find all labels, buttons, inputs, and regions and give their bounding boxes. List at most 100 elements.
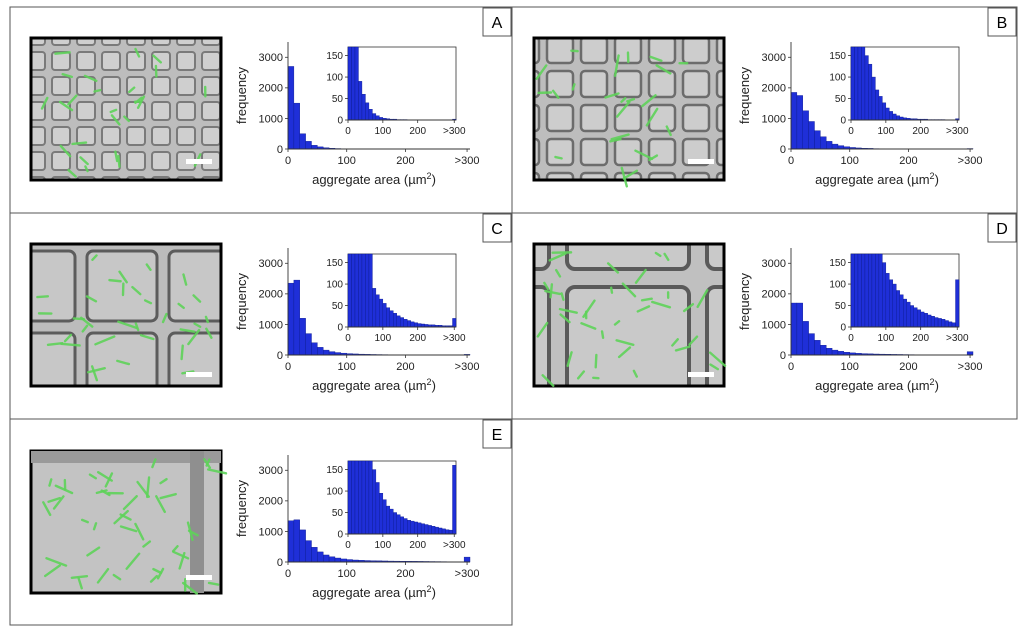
- inset-histogram-y-tick-label: 50: [332, 301, 344, 312]
- main-histogram-bar: [299, 529, 306, 563]
- cell-aggregate: [67, 168, 77, 178]
- cell-aggregate: [86, 367, 106, 374]
- micrograph-e: [29, 449, 228, 595]
- main-histogram-y-tick-label: 2000: [762, 83, 786, 95]
- main-histogram-y-tick-label: 1000: [259, 526, 283, 538]
- cell-aggregate: [48, 478, 53, 487]
- micrograph-d: [532, 242, 727, 388]
- svg-text:D: D: [996, 221, 1008, 238]
- cell-aggregate: [580, 322, 597, 330]
- main-histogram-bar: [323, 554, 330, 563]
- inset-histogram-bar: [368, 460, 373, 535]
- cell-aggregate: [79, 156, 89, 166]
- inset-histogram-bar: [937, 318, 942, 328]
- inset-histogram-bar: [882, 262, 887, 328]
- cell-aggregate: [44, 564, 61, 578]
- cell-aggregate: [620, 97, 627, 104]
- main-histogram-bar: [317, 551, 324, 563]
- inset-histogram-x-tick-label: 0: [848, 126, 854, 137]
- cell-aggregate: [40, 96, 49, 110]
- main-histogram-bar: [802, 110, 809, 150]
- y-axis-title: frequency: [737, 66, 752, 124]
- cell-aggregate: [134, 47, 141, 58]
- cell-aggregate: [116, 359, 131, 366]
- main-histogram-bar: [820, 345, 827, 356]
- main-histogram-bar: [305, 333, 312, 356]
- cell-aggregate: [636, 305, 651, 313]
- cell-aggregate: [205, 327, 213, 339]
- cell-aggregate: [179, 328, 196, 333]
- inset-histogram-bar: [372, 113, 377, 121]
- cell-aggregate: [161, 312, 168, 324]
- x-axis-title-sup: 2: [930, 377, 935, 387]
- inset-histogram-x-tick-label: >300: [443, 540, 466, 551]
- inset-histogram-bar: [407, 320, 411, 328]
- main-histogram-y-tick-label: 2000: [762, 289, 786, 301]
- x-axis-title-main: aggregate area (µm: [312, 585, 426, 600]
- y-axis-title: frequency: [737, 272, 752, 330]
- y-axis-title: frequency: [234, 479, 249, 537]
- main-histogram-bar: [311, 547, 318, 563]
- main-histogram-bar: [463, 556, 471, 563]
- cell-aggregate: [541, 374, 555, 387]
- main-histogram-y-tick-label: 1000: [762, 113, 786, 125]
- inset-histogram-bar: [347, 460, 352, 535]
- inset-histogram-bar: [438, 527, 443, 535]
- inset-histogram-y-tick-label: 150: [326, 465, 343, 476]
- main-histogram-bar: [820, 136, 827, 150]
- inset-histogram-bar: [361, 94, 366, 121]
- main-histogram-bar: [293, 519, 300, 563]
- cell-aggregate: [142, 540, 152, 548]
- inset-histogram-y-tick-label: 150: [829, 51, 846, 62]
- main-histogram-x-tick-label: 200: [899, 361, 917, 373]
- cell-aggregate: [571, 83, 576, 91]
- inset-histogram-bar: [417, 522, 422, 535]
- main-histogram-bar: [299, 133, 306, 150]
- inset-histogram-bar: [420, 523, 425, 535]
- cell-aggregate: [186, 521, 194, 542]
- main-histogram-x-tick-label: 200: [396, 155, 414, 167]
- histogram-panel-b: 0 1000 2000 3000 0 100 200 >300 0 50 100 150 0 100 200…: [737, 42, 982, 187]
- inset-histogram-bar: [372, 288, 377, 328]
- main-histogram-x-tick-label: 100: [338, 361, 356, 373]
- cell-aggregate: [548, 252, 567, 262]
- cell-aggregate: [626, 97, 636, 103]
- cell-aggregate: [59, 342, 81, 347]
- inset-histogram-bar: [434, 526, 439, 535]
- inset-histogram-x-tick-label: 0: [345, 540, 351, 551]
- cell-aggregate: [535, 64, 548, 80]
- cell-aggregate: [610, 133, 630, 141]
- main-histogram-y-tick-label: 0: [780, 350, 786, 362]
- cell-aggregate: [47, 496, 62, 503]
- main-histogram-bar: [311, 145, 318, 150]
- cell-aggregate: [54, 51, 71, 55]
- cell-aggregate: [139, 334, 155, 341]
- main-histogram-x-tick-label: 0: [788, 361, 794, 373]
- cell-aggregate: [182, 273, 188, 286]
- cell-aggregate: [70, 575, 89, 579]
- main-histogram-bar: [305, 540, 312, 563]
- main-histogram-bar: [340, 558, 347, 563]
- inset-histogram-y-tick-label: 150: [326, 51, 343, 62]
- inset-histogram-y-tick-label: 100: [829, 280, 846, 291]
- inset-histogram-bar: [452, 465, 457, 535]
- main-histogram-bar: [299, 318, 306, 356]
- cell-aggregate: [61, 73, 73, 79]
- inset-histogram-e: 0 50 100 150 0 100 200 >300: [326, 460, 466, 551]
- inset-histogram-bar: [347, 46, 352, 121]
- cell-aggregate: [42, 501, 52, 517]
- cell-aggregate: [71, 141, 88, 146]
- main-histogram-bar: [287, 66, 295, 150]
- inset-histogram-bar: [441, 528, 446, 535]
- cell-aggregate: [80, 518, 89, 524]
- cell-aggregate: [152, 567, 163, 575]
- main-histogram-bar: [305, 141, 312, 150]
- inset-histogram-bar: [916, 309, 921, 328]
- inset-histogram-bar: [889, 279, 894, 328]
- inset-histogram-x-tick-label: 200: [912, 126, 929, 137]
- histogram-panel-c: 0 1000 2000 3000 0 100 200 >300 0 50 100 150 0 100 200…: [234, 248, 479, 393]
